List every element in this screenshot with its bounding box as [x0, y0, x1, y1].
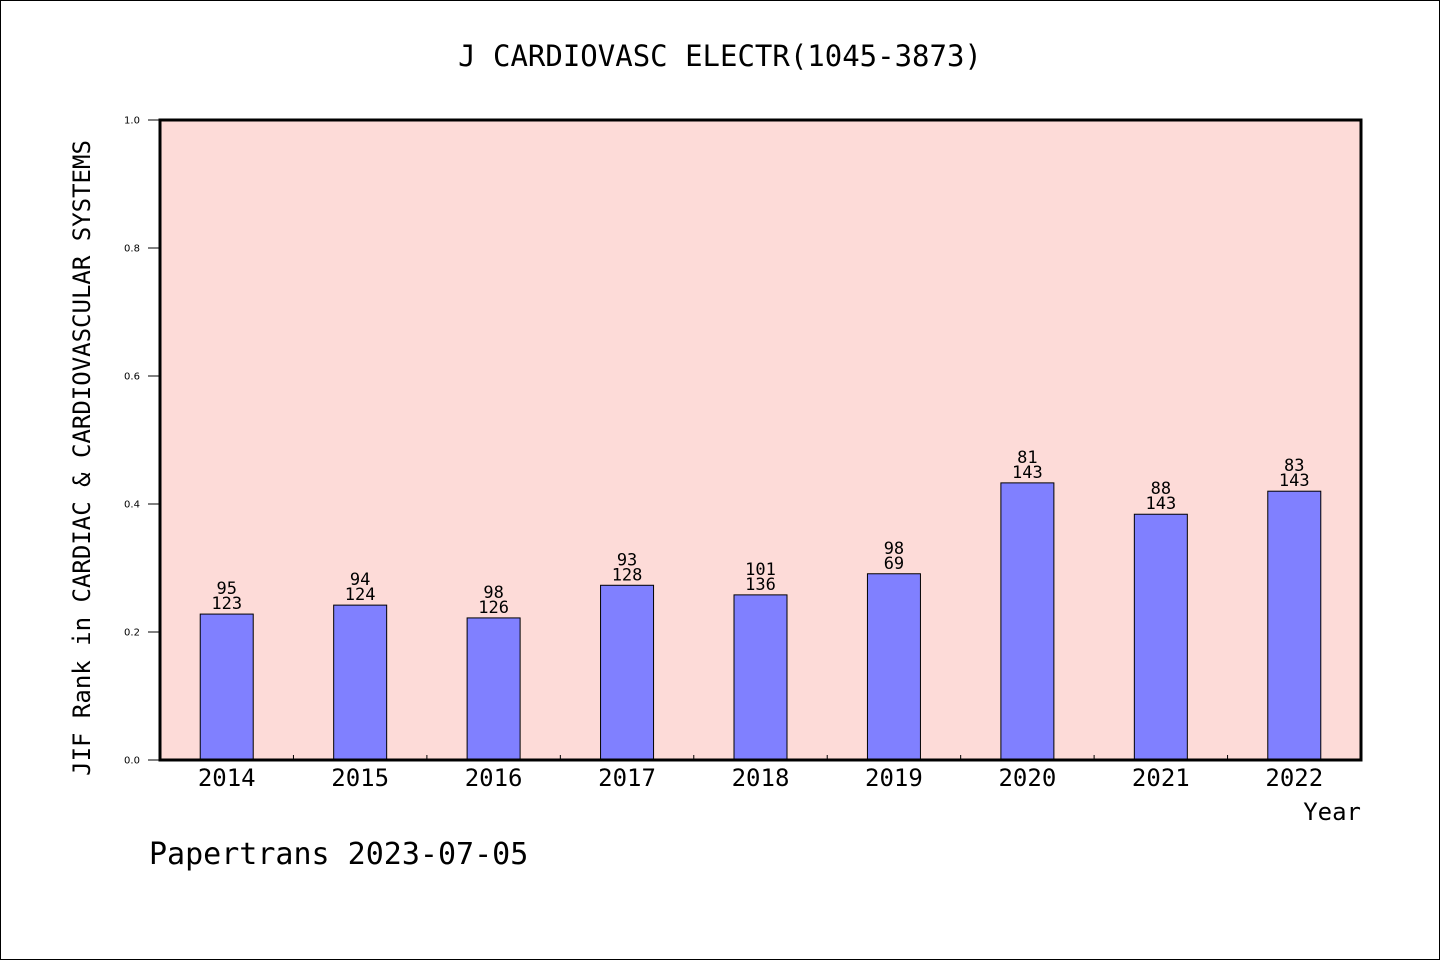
bar-2018 [733, 594, 788, 761]
bar-rank-label-2018: 101 [745, 560, 776, 580]
bar-rank-label-2017: 93 [617, 550, 637, 570]
x-tick-label-2016: 2016 [465, 764, 523, 792]
x-tick-label-2014: 2014 [198, 764, 256, 792]
bars-group [199, 482, 1322, 761]
bar-2014 [199, 613, 254, 761]
bar-rank-label-2020: 81 [1017, 448, 1037, 468]
y-tick-label: 0.6 [124, 372, 140, 383]
x-axis-label: Year [1303, 798, 1361, 826]
x-tick-label-2015: 2015 [331, 764, 389, 792]
bar-total-label-2014: 123 [211, 594, 242, 614]
y-tick-label: 0.0 [124, 756, 140, 767]
bar-rank-label-2016: 98 [483, 583, 503, 603]
y-tick-label: 0.4 [124, 500, 140, 511]
bar-rank-label-2021: 88 [1151, 479, 1171, 499]
bar-rank-label-2022: 83 [1284, 456, 1304, 476]
bar-rank-label-2014: 95 [216, 579, 236, 599]
bar-2017 [600, 584, 655, 761]
x-axis: 2014 2015 2016 2017 2018 2019 2020 2021 2022 [198, 755, 1323, 792]
x-tick-label-2022: 2022 [1265, 764, 1323, 792]
bar-total-label-2018: 136 [745, 575, 776, 595]
bar-2021 [1133, 513, 1188, 761]
bar-total-label-2021: 143 [1145, 494, 1176, 514]
x-tick-label-2021: 2021 [1132, 764, 1190, 792]
bar-2019 [866, 573, 921, 761]
x-tick-label-2019: 2019 [865, 764, 923, 792]
chart-title: J CARDIOVASC ELECTR(1045-3873) [458, 39, 982, 73]
bar-total-label-2015: 124 [345, 585, 376, 605]
bar-2015 [333, 604, 388, 761]
bar-total-label-2019: 69 [884, 554, 904, 574]
bar-total-label-2020: 143 [1012, 463, 1043, 483]
bar-total-label-2017: 128 [612, 565, 643, 585]
x-tick-label-2017: 2017 [598, 764, 656, 792]
bar-2022 [1267, 490, 1322, 761]
bar-2020 [1000, 482, 1055, 761]
bar-rank-label-2015: 94 [350, 570, 370, 590]
y-tick-label: 0.8 [124, 244, 140, 255]
x-tick-label-2018: 2018 [732, 764, 790, 792]
y-axis: 0.0 0.2 0.4 0.6 0.8 1.0 [124, 116, 160, 767]
y-tick-label: 1.0 [124, 116, 140, 127]
plot-border [158, 118, 1363, 762]
y-axis-label: JIF Rank in CARDIAC & CARDIOVASCULAR SYS… [68, 140, 96, 776]
bar-total-label-2016: 126 [478, 598, 509, 618]
y-tick-label: 0.2 [124, 628, 140, 639]
footer-text: Papertrans 2023-07-05 [149, 837, 528, 872]
x-tick-label-2020: 2020 [998, 764, 1056, 792]
bar-total-label-2022: 143 [1279, 471, 1310, 491]
bar-rank-label-2019: 98 [884, 539, 904, 559]
bar-2016 [466, 617, 521, 761]
